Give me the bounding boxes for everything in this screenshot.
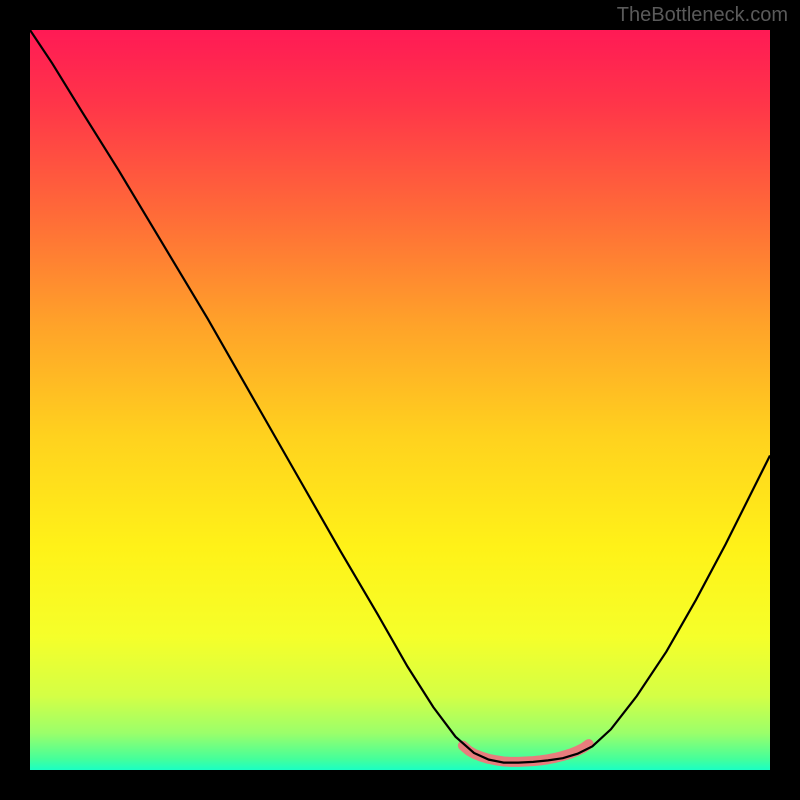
- watermark-text: TheBottleneck.com: [617, 4, 788, 27]
- highlight-strip: [463, 744, 589, 762]
- chart-outer-frame: TheBottleneck.com: [0, 0, 800, 800]
- plot-area: [30, 30, 770, 770]
- chart-svg: [30, 30, 770, 770]
- bottleneck-curve: [30, 30, 770, 763]
